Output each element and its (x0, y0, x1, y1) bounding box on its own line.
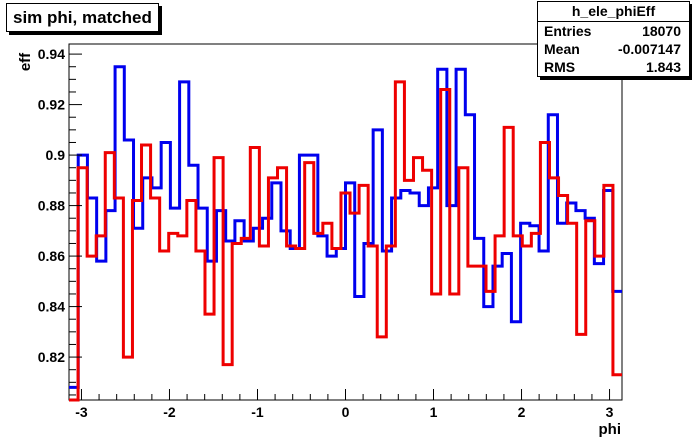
stats-row-rms: RMS 1.843 (538, 58, 689, 76)
y-tick-label: 0.86 (38, 248, 65, 264)
stats-label: Mean (544, 41, 580, 57)
stats-row-entries: Entries 18070 (538, 22, 689, 40)
plot-title: sim phi, matched (6, 3, 159, 32)
stats-histogram-name: h_ele_phiEff (538, 2, 689, 22)
stats-value: -0.007147 (617, 41, 681, 57)
axes-layer: -3 -2 -1 0 1 2 3 0.82 0.84 0.86 0.88 0.9 0.92 0.94 (38, 46, 614, 420)
series-layer (69, 65, 622, 402)
x-tick-label: 3 (606, 404, 614, 420)
histogram-series-2 (69, 80, 622, 402)
y-tick-label: 0.88 (38, 198, 65, 214)
y-tick-label: 0.84 (38, 299, 65, 315)
y-tick-label: 0.9 (46, 147, 66, 163)
x-tick-label: 0 (342, 404, 350, 420)
x-tick-label: -1 (251, 404, 264, 420)
stats-row-mean: Mean -0.007147 (538, 40, 689, 58)
x-tick-label: -2 (163, 404, 176, 420)
y-axis-label: eff (17, 52, 34, 71)
stats-value: 1.843 (645, 59, 681, 75)
stats-value: 18070 (642, 23, 681, 39)
stats-box: h_ele_phiEff Entries 18070 Mean -0.00714… (537, 1, 690, 77)
stats-label: Entries (544, 23, 592, 39)
y-tick-label: 0.82 (38, 349, 65, 365)
stats-label: RMS (544, 59, 576, 75)
x-tick-label: -3 (75, 404, 88, 420)
y-tick-label: 0.92 (38, 97, 65, 113)
histogram-series-1 (69, 65, 622, 389)
y-tick-label: 0.94 (38, 46, 65, 62)
x-tick-label: 1 (430, 404, 438, 420)
x-axis-label: phi (599, 421, 622, 438)
x-tick-label: 2 (518, 404, 526, 420)
